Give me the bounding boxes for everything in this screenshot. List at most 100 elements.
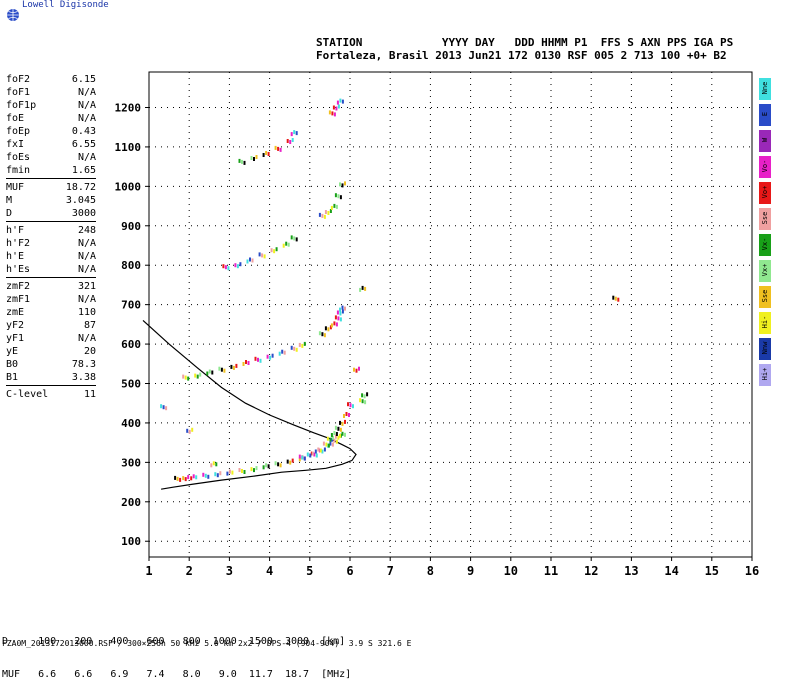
param-row: M 3.045 [6, 194, 96, 207]
echo-point [314, 449, 317, 454]
echo-point [339, 307, 341, 312]
param-value: 0.43 [71, 126, 96, 137]
echo-point [218, 366, 221, 371]
param-value: 18.72 [65, 182, 96, 193]
x-tick-label: 10 [504, 564, 518, 578]
param-label: h'F2 [6, 238, 31, 249]
legend-label: Sse [761, 289, 769, 303]
echo-point [277, 146, 280, 151]
param-row: zmF2 321 [6, 280, 96, 293]
echo-point [279, 463, 282, 468]
legend-label: Sse [761, 211, 769, 225]
echo-point [262, 153, 265, 157]
echo-point [253, 468, 255, 473]
echo-point [202, 472, 205, 477]
echo-point [318, 331, 321, 336]
electron-density-profile [142, 319, 357, 490]
echo-point [323, 447, 326, 452]
echo-point [355, 368, 358, 373]
echo-point [247, 361, 250, 365]
y-tick-label: 500 [121, 378, 141, 391]
echo-point [176, 476, 179, 481]
param-value: N/A [77, 113, 96, 124]
echo-point [323, 333, 326, 338]
echo-point [255, 155, 258, 159]
echo-point [259, 358, 262, 363]
echo-point [220, 367, 223, 372]
legend-swatch: W [759, 130, 771, 152]
param-row: fmin 1.65 [6, 164, 96, 177]
echo-point [334, 425, 337, 430]
echo-point [335, 204, 338, 209]
echo-point [245, 360, 247, 364]
echo-point [364, 400, 367, 405]
echo-point [336, 100, 339, 105]
legend-swatch: Sse [759, 208, 771, 230]
echo-point [301, 455, 304, 460]
param-value: N/A [77, 333, 96, 344]
y-tick-label: 400 [121, 417, 141, 430]
echo-point [222, 264, 225, 269]
echo-point [293, 236, 296, 241]
echo-point [331, 111, 334, 116]
x-tick-label: 2 [186, 564, 193, 578]
echo-point [187, 376, 190, 381]
echo-point [184, 375, 187, 380]
echo-point [255, 466, 258, 471]
echo-point [359, 398, 362, 403]
echo-point [348, 413, 350, 417]
echo-point [238, 158, 241, 163]
legend-swatch: Vo- [759, 156, 771, 178]
x-tick-label: 16 [745, 564, 759, 578]
echo-point [330, 205, 333, 210]
echo-point [612, 295, 615, 300]
param-label: foE [6, 113, 25, 124]
param-label: foF2 [6, 74, 31, 85]
echo-point [361, 285, 364, 290]
echo-point [261, 253, 264, 258]
echo-point [290, 132, 293, 137]
param-row: yF1 N/A [6, 332, 96, 345]
file-info-footer: FZA0M_2013172013000.RSF / 300×256h 50 kH… [2, 639, 412, 648]
echo-point [243, 470, 246, 474]
echo-point [162, 405, 165, 410]
echo-point [337, 426, 340, 431]
echo-point [333, 203, 336, 208]
param-value: 6.55 [71, 139, 96, 150]
echo-point [206, 371, 209, 376]
echo-point [329, 437, 332, 442]
param-label: B1 [6, 372, 19, 383]
echo-point [267, 464, 270, 469]
echo-point [361, 393, 364, 398]
y-tick-label: 800 [121, 259, 141, 272]
x-tick-label: 11 [544, 564, 558, 578]
x-tick-label: 5 [306, 564, 313, 578]
param-value: 11 [83, 389, 96, 400]
echo-point [293, 130, 296, 135]
param-row: D 3000 [6, 207, 96, 220]
echo-point [361, 399, 364, 404]
echo-point [318, 212, 321, 217]
echo-point [278, 351, 281, 356]
echo-point [330, 323, 333, 328]
echo-point [324, 210, 327, 214]
param-label: yE [6, 346, 19, 357]
param-row: B0 78.3 [6, 358, 96, 371]
echo-point [333, 112, 336, 117]
brand-label: Lowell Digisonde [22, 0, 109, 10]
param-row: zmE 110 [6, 306, 96, 319]
echo-point [339, 195, 342, 200]
echo-point [309, 453, 312, 458]
echo-point [228, 469, 231, 474]
echo-point [192, 474, 195, 479]
echo-point [277, 462, 280, 467]
echo-point [257, 357, 259, 362]
echo-point [274, 145, 277, 150]
echo-point [263, 254, 266, 259]
param-label: D [6, 208, 13, 219]
echo-point [325, 442, 328, 447]
param-row: B1 3.38 [6, 371, 96, 384]
echo-point [215, 462, 218, 467]
echo-point [190, 476, 193, 481]
param-label: h'Es [6, 264, 31, 275]
